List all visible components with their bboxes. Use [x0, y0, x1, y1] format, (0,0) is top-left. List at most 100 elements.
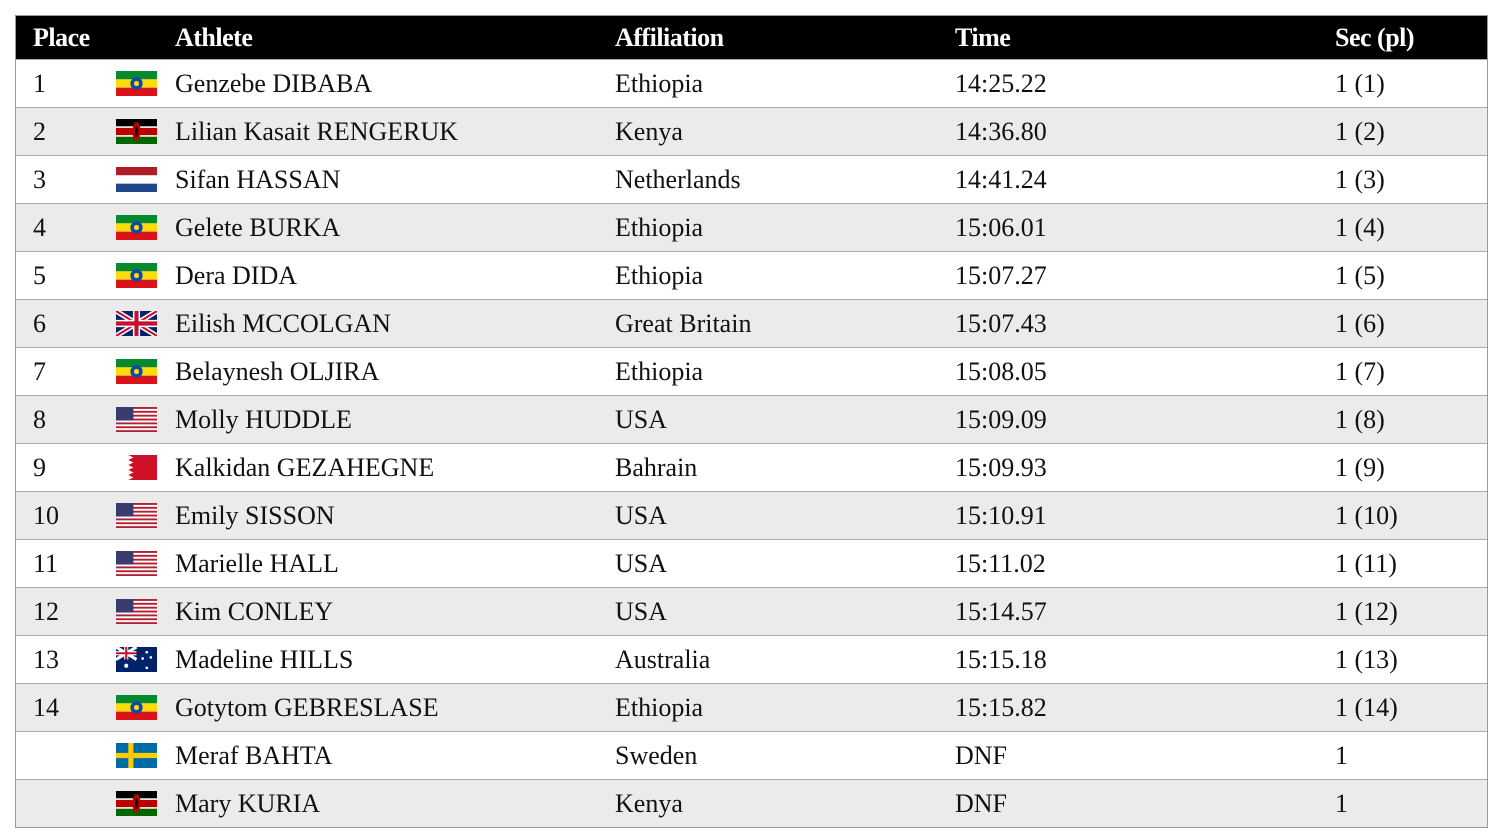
header-cell: Sec (pl): [1335, 22, 1415, 52]
affiliation-cell: USA: [615, 404, 668, 434]
section-cell: 1 (14): [1335, 692, 1398, 722]
affiliation-cell: Ethiopia: [615, 68, 704, 98]
place-cell: 11: [33, 548, 59, 578]
flag-icon: [116, 599, 157, 624]
time-cell: DNF: [955, 788, 1008, 818]
affiliation-cell: Netherlands: [615, 164, 741, 194]
section-cell: 1 (6): [1335, 308, 1385, 338]
time-cell: 15:07.27: [955, 260, 1047, 290]
place-cell: 1: [33, 68, 46, 98]
affiliation-cell: Ethiopia: [615, 692, 704, 722]
affiliation-cell: USA: [615, 500, 668, 530]
place-cell: 2: [33, 116, 46, 146]
flag-icon: [116, 647, 157, 672]
flag-icon: [116, 551, 157, 576]
affiliation-cell: USA: [615, 596, 668, 626]
athlete-cell: Genzebe DIBABA: [175, 68, 373, 98]
time-cell: 15:11.02: [955, 548, 1046, 578]
time-cell: 14:41.24: [955, 164, 1047, 194]
table-row: 6 Eilish MCCOLGAN Great Britain 15:07.43 1 (…: [16, 299, 1487, 347]
flag-icon: [116, 263, 157, 288]
athlete-cell: Gelete BURKA: [175, 212, 341, 242]
flag-icon: [116, 311, 157, 336]
table-row: Mary KURIA Kenya DNF 1: [16, 779, 1487, 827]
affiliation-cell: Bahrain: [615, 452, 698, 482]
flag-icon: [116, 503, 157, 528]
time-cell: 14:25.22: [955, 68, 1047, 98]
flag-icon: [116, 71, 157, 96]
place-cell: 14: [33, 692, 59, 722]
place-cell: 13: [33, 644, 59, 674]
time-cell: 15:07.43: [955, 308, 1047, 338]
time-cell: 14:36.80: [955, 116, 1047, 146]
flag-icon: [116, 455, 157, 480]
section-cell: 1 (12): [1335, 596, 1398, 626]
athlete-cell: Marielle HALL: [175, 548, 339, 578]
header-cell: Athlete: [175, 22, 253, 52]
results-table: Place Athlete Affiliation Time Sec (pl) 1 Genz…: [15, 15, 1488, 828]
flag-icon: [116, 743, 157, 768]
table-row: 10 Emily SISSON USA 15:10.91 1 (10): [16, 491, 1487, 539]
table-row: 13 Madeline HILLS Australia 15:15.18 1 (13): [16, 635, 1487, 683]
athlete-cell: Emily SISSON: [175, 500, 335, 530]
athlete-cell: Molly HUDDLE: [175, 404, 352, 434]
header-cell: Place: [33, 22, 90, 52]
athlete-cell: Gotytom GEBRESLASE: [175, 692, 439, 722]
table-row: 7 Belaynesh OLJIRA Ethiopia 15:08.05 1 (7): [16, 347, 1487, 395]
affiliation-cell: Ethiopia: [615, 212, 704, 242]
section-cell: 1 (9): [1335, 452, 1385, 482]
header-cell: Affiliation: [615, 22, 724, 52]
time-cell: 15:06.01: [955, 212, 1047, 242]
athlete-cell: Kim CONLEY: [175, 596, 334, 626]
section-cell: 1 (5): [1335, 260, 1385, 290]
athlete-cell: Dera DIDA: [175, 260, 298, 290]
affiliation-cell: Sweden: [615, 740, 698, 770]
section-cell: 1 (13): [1335, 644, 1398, 674]
table-row: 8 Molly HUDDLE USA 15:09.09 1 (8): [16, 395, 1487, 443]
time-cell: 15:15.18: [955, 644, 1047, 674]
table-row: 5 Dera DIDA Ethiopia 15:07.27 1 (5): [16, 251, 1487, 299]
place-cell: 5: [33, 260, 46, 290]
flag-icon: [116, 119, 157, 144]
place-cell: 7: [33, 356, 46, 386]
place-cell: 9: [33, 452, 46, 482]
section-cell: 1: [1335, 740, 1348, 770]
athlete-cell: Lilian Kasait RENGERUK: [175, 116, 459, 146]
table-row: 3 Sifan HASSAN Netherlands 14:41.24 1 (3): [16, 155, 1487, 203]
affiliation-cell: Kenya: [615, 788, 683, 818]
section-cell: 1 (2): [1335, 116, 1385, 146]
affiliation-cell: Kenya: [615, 116, 683, 146]
place-cell: 12: [33, 596, 59, 626]
table-row: 11 Marielle HALL USA 15:11.02 1 (11): [16, 539, 1487, 587]
time-cell: 15:10.91: [955, 500, 1047, 530]
place-cell: 8: [33, 404, 46, 434]
athlete-cell: Meraf BAHTA: [175, 740, 333, 770]
flag-icon: [116, 407, 157, 432]
section-cell: 1 (4): [1335, 212, 1385, 242]
table-row: 1 Genzebe DIBABA Ethiopia 14:25.22 1 (1): [16, 59, 1487, 107]
athlete-cell: Mary KURIA: [175, 788, 321, 818]
athlete-cell: Kalkidan GEZAHEGNE: [175, 452, 435, 482]
section-cell: 1 (11): [1335, 548, 1397, 578]
time-cell: DNF: [955, 740, 1008, 770]
affiliation-cell: USA: [615, 548, 668, 578]
flag-icon: [116, 215, 157, 240]
affiliation-cell: Ethiopia: [615, 356, 704, 386]
section-cell: 1 (7): [1335, 356, 1385, 386]
flag-icon: [116, 695, 157, 720]
table-row: Meraf BAHTA Sweden DNF 1: [16, 731, 1487, 779]
affiliation-cell: Australia: [615, 644, 711, 674]
table-row: 2 Lilian Kasait RENGERUK Kenya 14:36.80 1 (2…: [16, 107, 1487, 155]
time-cell: 15:09.93: [955, 452, 1047, 482]
time-cell: 15:14.57: [955, 596, 1047, 626]
athlete-cell: Madeline HILLS: [175, 644, 354, 674]
header-row: Place Athlete Affiliation Time Sec (pl): [16, 16, 1487, 59]
affiliation-cell: Great Britain: [615, 308, 752, 338]
affiliation-cell: Ethiopia: [615, 260, 704, 290]
table-row: 4 Gelete BURKA Ethiopia 15:06.01 1 (4): [16, 203, 1487, 251]
time-cell: 15:08.05: [955, 356, 1047, 386]
table-row: 14 Gotytom GEBRESLASE Ethiopia 15:15.82 1 (1…: [16, 683, 1487, 731]
flag-icon: [116, 167, 157, 192]
athlete-cell: Sifan HASSAN: [175, 164, 341, 194]
